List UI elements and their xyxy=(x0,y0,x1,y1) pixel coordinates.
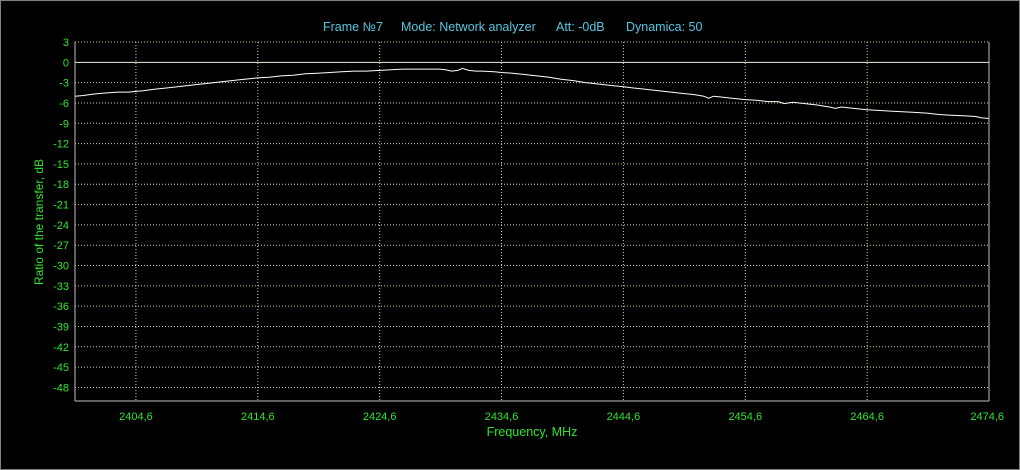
y-tick-label: -18 xyxy=(53,179,69,191)
axes xyxy=(74,42,990,402)
y-tick-label: -6 xyxy=(59,98,69,110)
transfer-trace xyxy=(74,67,990,119)
x-tick-label: 2464,6 xyxy=(850,411,884,423)
x-axis-label: Frequency, MHz xyxy=(487,425,578,439)
grid xyxy=(75,41,989,401)
y-tick-label: 0 xyxy=(63,57,69,69)
y-tick-label: -15 xyxy=(53,159,69,171)
series-line xyxy=(74,67,990,119)
y-tick-label: -12 xyxy=(53,139,69,151)
x-tick-label: 2414,6 xyxy=(241,411,275,423)
y-tick-label: -36 xyxy=(53,301,69,313)
mode-label: Mode: Network analyzer xyxy=(401,20,536,34)
y-tick-label: -30 xyxy=(53,261,69,273)
y-tick-label: -21 xyxy=(53,200,69,212)
y-tick-label: -24 xyxy=(53,220,69,232)
attenuation-label: Att: -0dB xyxy=(556,20,605,34)
y-tick-label: 3 xyxy=(63,37,69,49)
y-tick-label: -33 xyxy=(53,281,69,293)
x-tick-label: 2434,6 xyxy=(485,411,519,423)
y-tick-label: -48 xyxy=(53,382,69,394)
x-tick-label: 2424,6 xyxy=(363,411,397,423)
y-tick-label: -27 xyxy=(53,240,69,252)
y-tick-label: -45 xyxy=(53,362,69,374)
y-tick-label: -42 xyxy=(53,342,69,354)
y-tick-label: -3 xyxy=(59,78,69,90)
y-axis-ticks: 3 0 -3 -6 -9 -12 -15 -18 -21 -24 -27 -30 -33 -36 -39 -4… xyxy=(53,37,69,394)
x-tick-label: 2444,6 xyxy=(607,411,641,423)
y-tick-label: -39 xyxy=(53,321,69,333)
x-tick-label: 2474,6 xyxy=(970,411,1004,423)
x-tick-label: 2454,6 xyxy=(728,411,762,423)
x-axis-ticks: 2404,6 2414,6 2424,6 2434,6 2444,6 2454,6 2464… xyxy=(119,411,1004,423)
frame-number: Frame №7 xyxy=(323,20,383,34)
y-axis-label: Ratio of the transfer, dB xyxy=(32,159,46,285)
y-tick-label: -9 xyxy=(59,118,69,130)
dynamica-label: Dynamica: 50 xyxy=(626,20,703,34)
x-tick-label: 2404,6 xyxy=(119,411,153,423)
